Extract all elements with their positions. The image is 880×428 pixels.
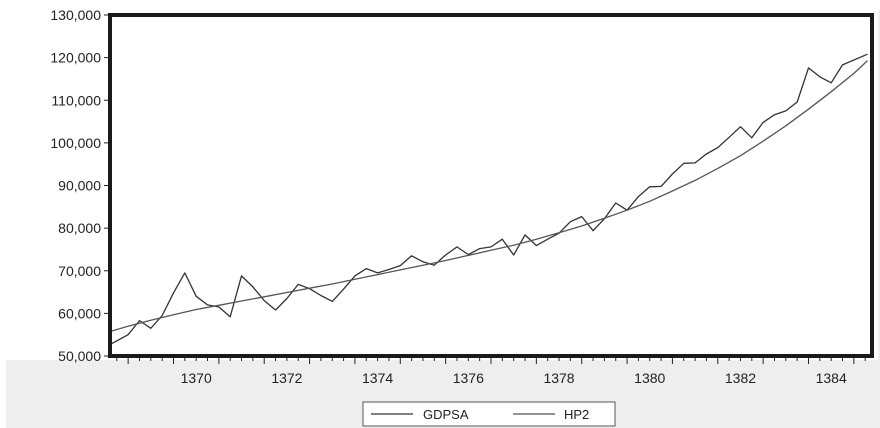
x-tick-label: 1378 <box>543 370 574 386</box>
x-tick-label: 1370 <box>181 370 212 386</box>
plot-area <box>110 15 872 356</box>
legend: GDPSA HP2 <box>362 401 616 427</box>
legend-label-gdpsa: GDPSA <box>423 407 469 422</box>
x-tick-label: 1380 <box>634 370 665 386</box>
x-tick-label: 1374 <box>362 370 393 386</box>
x-axis: 1370 1372 1374 1376 1378 1380 1382 1384 <box>116 356 866 386</box>
y-tick-label: 90,000 <box>58 178 101 194</box>
right-panel <box>878 10 880 362</box>
y-tick-label: 50,000 <box>58 348 101 364</box>
y-tick-label: 130,000 <box>50 7 101 23</box>
legend-label-hp2: HP2 <box>564 407 589 422</box>
y-tick-label: 110,000 <box>51 92 101 108</box>
x-tick-label: 1372 <box>271 370 302 386</box>
y-tick-label: 70,000 <box>58 263 101 279</box>
series-line-gdpsa <box>110 53 868 345</box>
series-line-hp2 <box>110 60 868 332</box>
plot-frame <box>108 13 874 358</box>
x-tick-label: 1384 <box>816 370 847 386</box>
y-tick-label: 120,000 <box>50 50 101 66</box>
y-axis: 50,000 60,000 70,000 80,000 90,000 100,000 110… <box>50 7 110 364</box>
y-tick-label: 60,000 <box>58 305 101 321</box>
x-tick-label: 1376 <box>453 370 484 386</box>
x-tick-label: 1382 <box>725 370 756 386</box>
series-layer <box>110 53 868 345</box>
y-tick-label: 100,000 <box>50 135 101 151</box>
y-tick-label: 80,000 <box>58 220 101 236</box>
